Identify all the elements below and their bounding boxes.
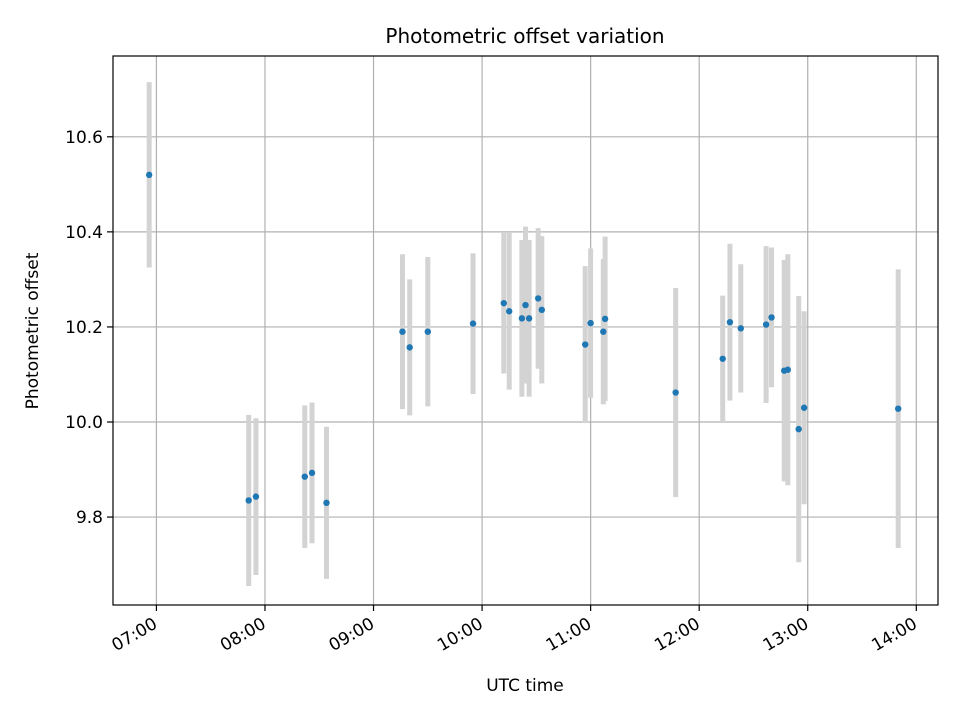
y-tick-label: 10.0 [65, 413, 103, 433]
data-point [726, 318, 734, 326]
data-point [518, 315, 526, 322]
data-point [762, 321, 770, 328]
data-point [534, 295, 542, 302]
data-point [800, 404, 808, 411]
data-point [795, 425, 802, 433]
data-point [672, 389, 679, 396]
data-point [145, 171, 153, 179]
data-point [301, 473, 308, 480]
plot-frame [112, 55, 939, 606]
data-point [522, 301, 529, 309]
data-point [500, 299, 507, 307]
chart-title: Photometric offset variation [385, 24, 664, 48]
data-point [784, 366, 792, 373]
data-point [245, 497, 252, 504]
data-point [252, 493, 260, 500]
data-point [506, 308, 513, 315]
y-tick-label: 10.2 [65, 318, 103, 338]
data-point [469, 320, 477, 327]
data-point [737, 325, 744, 332]
data-point [601, 315, 609, 323]
data-points [145, 171, 902, 507]
x-axis-label: UTC time [486, 676, 564, 696]
y-axis-label: Photometric offset [23, 252, 43, 409]
data-point [894, 405, 902, 412]
y-axis-ticks: 9.8 10.0 10.2 10.4 10.6 [65, 128, 113, 528]
y-tick-label: 10.6 [65, 128, 103, 148]
data-point [719, 355, 726, 362]
data-point [399, 328, 406, 335]
data-point [406, 344, 413, 351]
data-point [308, 469, 316, 477]
y-tick-label: 9.8 [76, 508, 103, 528]
data-point [538, 306, 545, 314]
data-point [768, 314, 775, 321]
data-point [525, 315, 533, 322]
data-point [600, 328, 607, 335]
data-point [587, 319, 594, 327]
y-tick-label: 10.4 [65, 223, 103, 243]
data-point [323, 499, 330, 507]
data-point [424, 328, 432, 335]
data-point [582, 341, 589, 348]
